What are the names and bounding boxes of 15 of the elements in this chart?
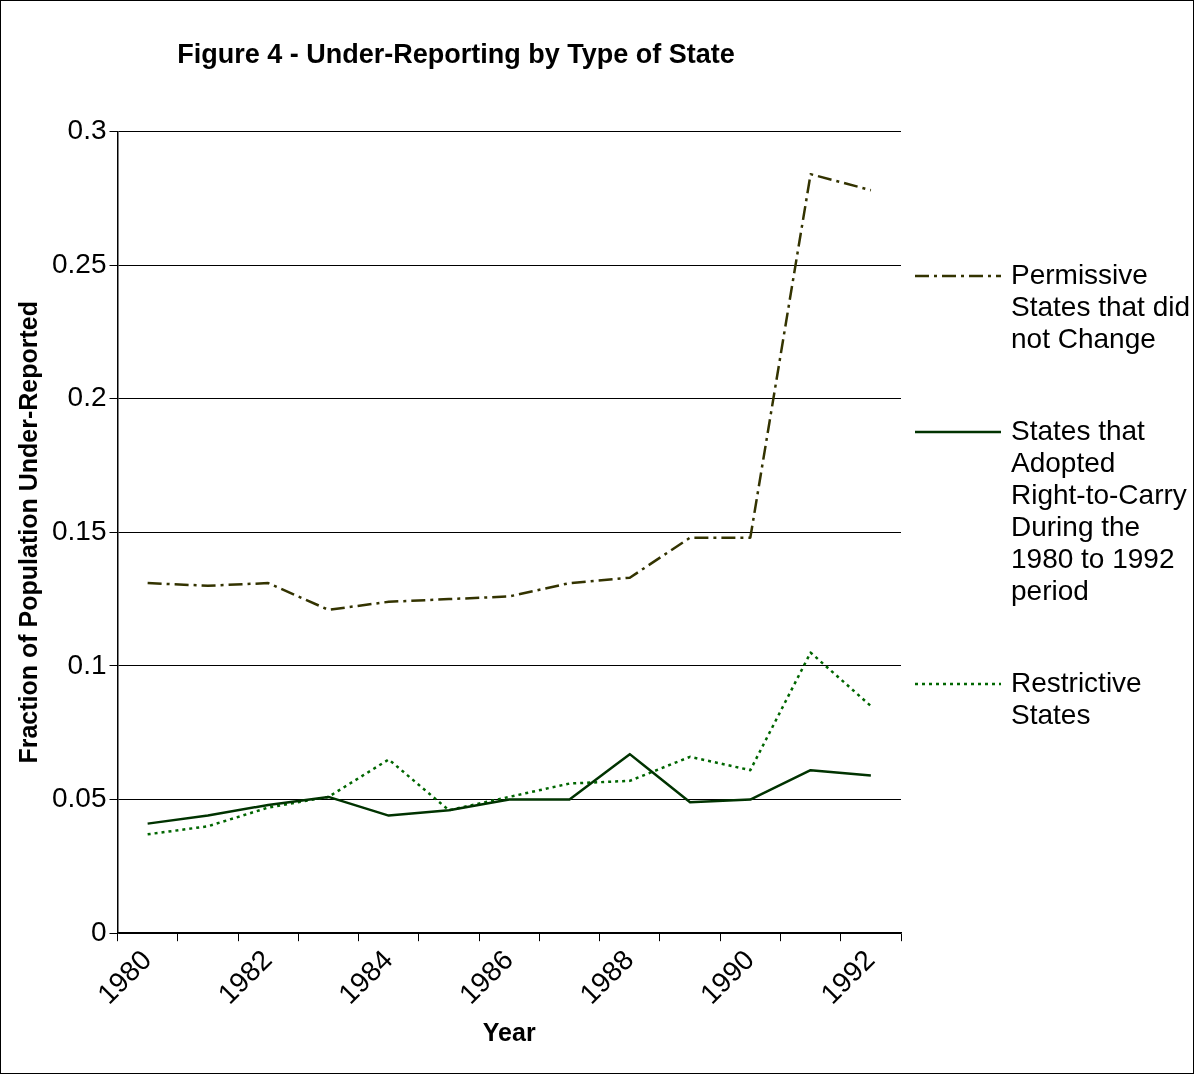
y-tick-label: 0.15 bbox=[52, 515, 107, 547]
legend-label: Restrictive States bbox=[1011, 667, 1143, 731]
y-tick-label: 0.25 bbox=[52, 247, 107, 279]
line-series bbox=[146, 651, 873, 836]
chart-title: Figure 4 - Under-Reporting by Type of State bbox=[177, 38, 735, 69]
x-axis-title: Year bbox=[482, 1017, 536, 1046]
y-tick-label: 0.1 bbox=[67, 648, 107, 680]
y-tick-label: 0.3 bbox=[67, 114, 107, 146]
legend-label: Permissive States that did not Change bbox=[1011, 259, 1191, 355]
y-tick-label: 0.2 bbox=[67, 381, 107, 413]
legend-label: States that Adopted Right-to-Carry During the 1980 to 1992 period bbox=[1011, 415, 1188, 607]
y-axis-title: Fraction of Population Under-Reported bbox=[13, 301, 42, 764]
y-tick-label: 0.05 bbox=[52, 782, 107, 814]
line-series bbox=[146, 172, 873, 612]
y-tick-label: 0 bbox=[90, 915, 107, 947]
